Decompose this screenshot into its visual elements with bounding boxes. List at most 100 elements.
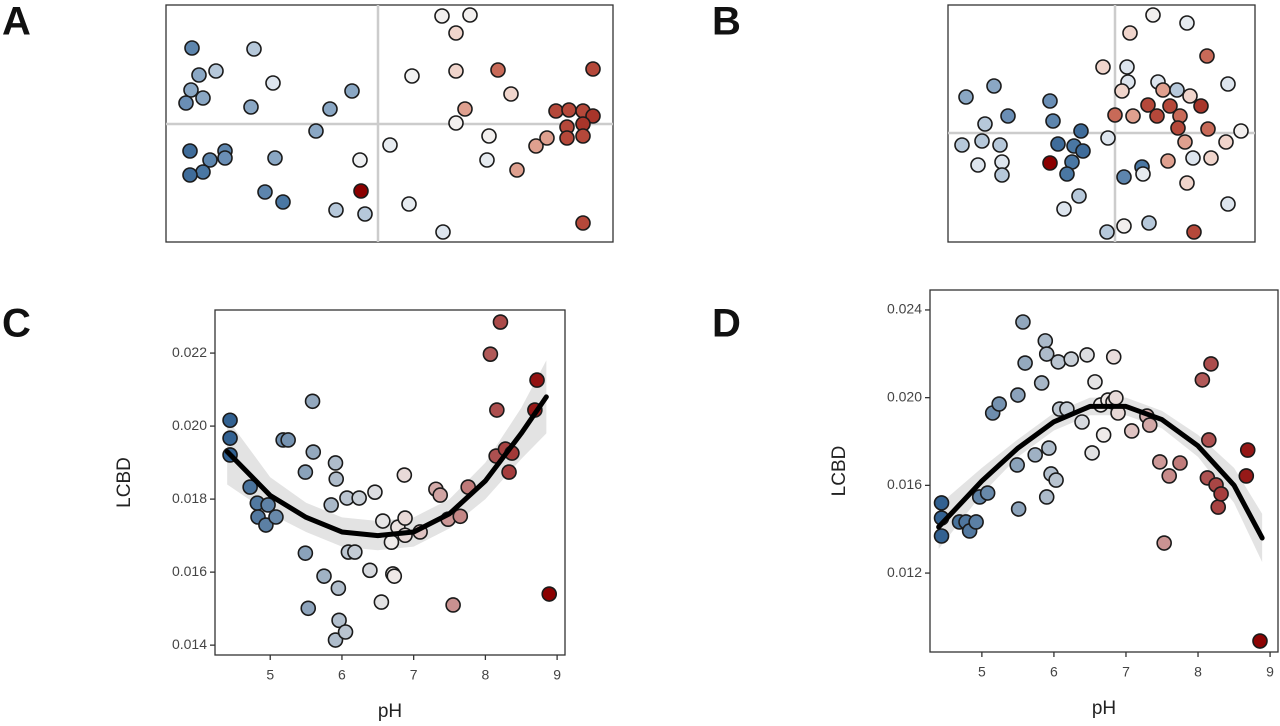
data-point [432, 487, 449, 503]
data-point [375, 513, 391, 529]
data-point [986, 78, 1002, 94]
data-point [347, 544, 363, 560]
data-point [1017, 355, 1033, 371]
x-tick-label: 8 [481, 667, 489, 683]
data-point [1220, 76, 1236, 92]
data-point [1095, 59, 1111, 75]
data-point [1033, 375, 1050, 391]
data-point [327, 455, 344, 471]
data-point [575, 215, 591, 231]
data-point [1010, 501, 1027, 517]
x-tick-label: 5 [266, 667, 274, 683]
y-axis-title: LCBD [829, 446, 850, 497]
data-point [979, 485, 996, 501]
data-point [1145, 7, 1161, 23]
y-tick-label: 0.020 [887, 388, 922, 404]
data-point [1050, 136, 1066, 152]
data-point [1169, 82, 1185, 98]
data-point [1010, 387, 1026, 403]
panel: C 5 6 7 8 9 0.014 0.016 0.018 0.020 0.022 pH LCBD [2, 302, 566, 722]
data-point [1203, 356, 1219, 372]
y-tick-label: 0.012 [887, 564, 922, 580]
panel-letter: D [712, 302, 741, 346]
data-point [994, 167, 1010, 183]
data-point [1048, 472, 1064, 488]
data-point [202, 152, 218, 168]
data-point [1071, 188, 1087, 204]
data-point [1218, 134, 1234, 150]
data-point [1162, 98, 1178, 114]
data-point [1108, 390, 1124, 406]
data-point [1239, 442, 1256, 458]
y-tick-label: 0.022 [172, 344, 207, 360]
data-point [222, 430, 238, 446]
data-point [383, 534, 400, 550]
data-point [352, 152, 368, 168]
data-point [1042, 155, 1058, 171]
data-point [308, 123, 324, 139]
data-point [1199, 48, 1215, 64]
data-point [208, 63, 224, 79]
data-point [1038, 346, 1055, 362]
data-point [1213, 486, 1229, 502]
data-point [195, 90, 211, 106]
y-tick-label: 0.020 [172, 417, 207, 433]
data-point [541, 586, 558, 602]
data-point [280, 432, 296, 448]
data-point [351, 490, 367, 506]
data-point [489, 402, 505, 418]
data-point [1041, 440, 1057, 456]
data-point [1141, 417, 1158, 433]
data-point [1073, 123, 1089, 139]
data-point [992, 137, 1008, 153]
data-point [1200, 121, 1216, 137]
data-point [585, 108, 601, 124]
data-point [481, 128, 497, 144]
data-point [529, 372, 545, 388]
data-point [1135, 166, 1151, 182]
fit-line [936, 403, 1265, 541]
data-point [1141, 215, 1157, 231]
x-tick-label: 7 [410, 667, 418, 683]
data-point [1201, 432, 1217, 448]
data-point [1084, 445, 1100, 461]
data-point [991, 396, 1007, 412]
data-point [373, 594, 390, 610]
data-point [328, 471, 345, 487]
data-point [479, 152, 495, 168]
x-tick-label: 8 [1194, 664, 1202, 680]
data-point [1059, 166, 1075, 182]
data-point [1179, 175, 1195, 191]
data-point [933, 495, 950, 511]
data-point [1210, 499, 1226, 515]
data-point [328, 202, 344, 218]
data-point [396, 467, 413, 483]
data-point [1075, 143, 1091, 159]
data-point [1119, 59, 1135, 75]
data-point [183, 82, 199, 98]
data-point [1177, 134, 1193, 150]
x-tick-label: 6 [1050, 664, 1058, 680]
y-tick-label: 0.016 [887, 476, 922, 492]
data-point [1099, 224, 1115, 240]
data-point [1238, 468, 1255, 484]
data-point [331, 612, 347, 629]
data-point [1027, 447, 1043, 463]
data-point [970, 157, 986, 173]
data-point [1170, 120, 1186, 136]
data-point [1140, 97, 1156, 113]
data-point [182, 143, 198, 159]
data-point [1009, 457, 1025, 473]
data-point [1123, 423, 1140, 439]
data-point [322, 101, 338, 117]
data-point [267, 150, 283, 166]
data-point [382, 137, 398, 153]
data-point [1056, 201, 1072, 217]
data-point [344, 83, 360, 99]
data-point [1203, 150, 1219, 166]
confidence-band [227, 360, 547, 551]
data-point [539, 130, 555, 146]
data-point [401, 196, 417, 212]
data-point [1193, 98, 1209, 114]
